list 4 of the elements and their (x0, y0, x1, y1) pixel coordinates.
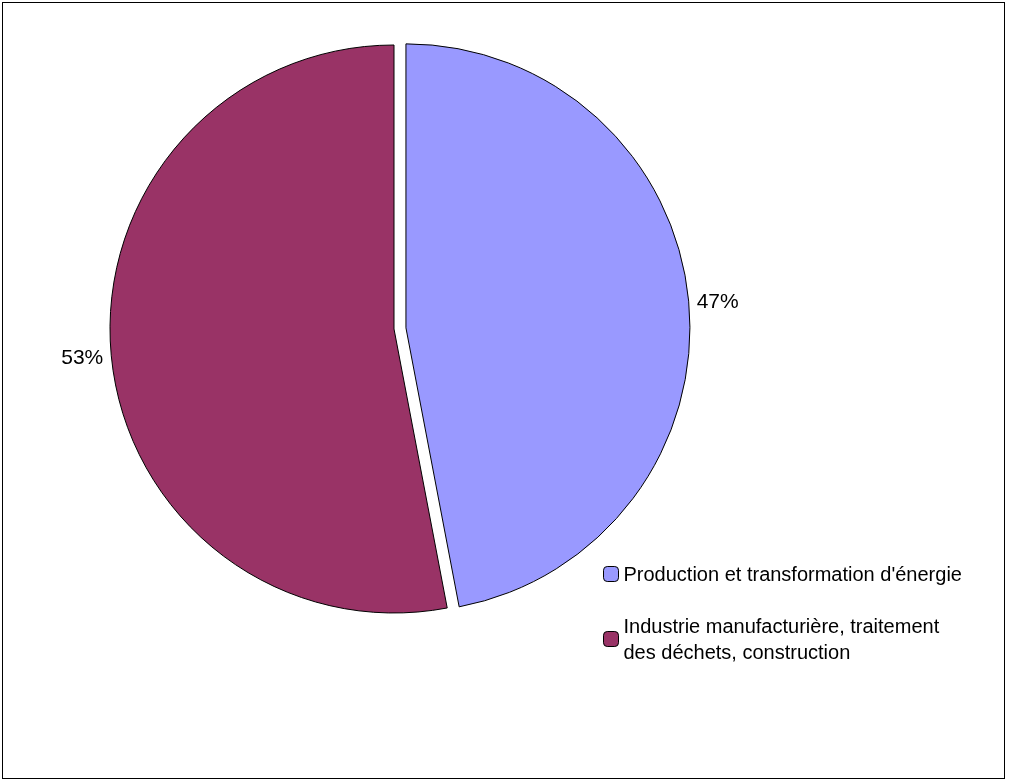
data-label: 47% (696, 289, 739, 313)
data-label: 53% (61, 344, 104, 368)
legend-label: Industrie manufacturière, traitement des déchets, construction (623, 615, 945, 663)
legend-label: Production et transformation d'énergie (623, 563, 962, 585)
